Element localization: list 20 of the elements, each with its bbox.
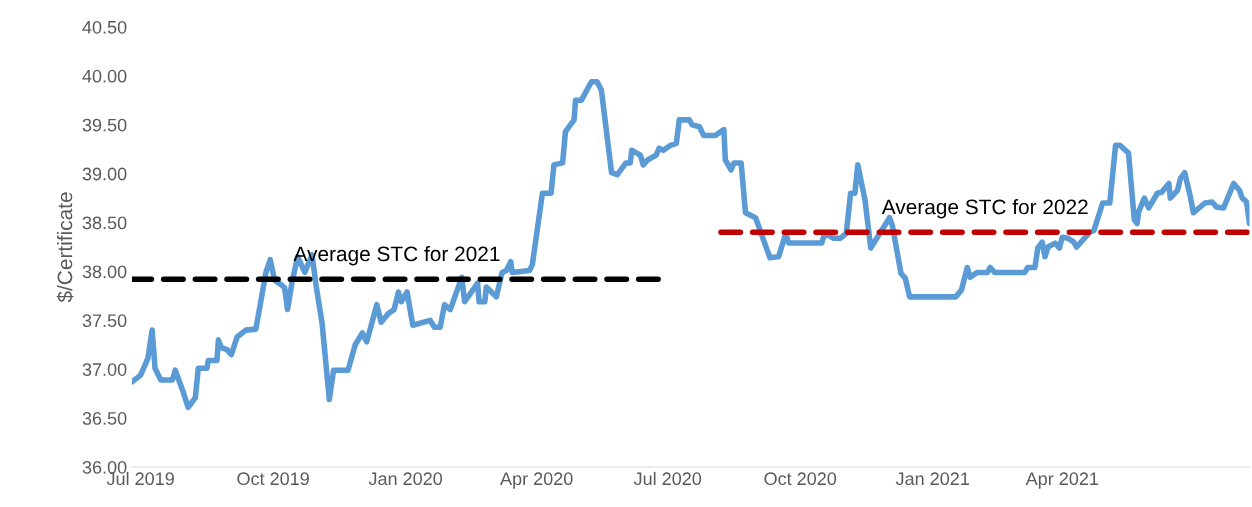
y-tick-label: 36.50 bbox=[82, 412, 127, 425]
y-tick-label: 40.00 bbox=[82, 69, 127, 83]
x-tick-label: Oct 2019 bbox=[237, 472, 309, 486]
y-tick-label: 37.00 bbox=[82, 363, 127, 376]
x-tick-label: Jul 2019 bbox=[106, 471, 174, 486]
x-tick-label: Apr 2020 bbox=[500, 472, 573, 489]
y-tick-label: 39.00 bbox=[82, 167, 127, 181]
y-tick-label: 40.50 bbox=[82, 20, 127, 34]
x-tick-label: Jan 2020 bbox=[368, 472, 443, 486]
x-tick-label: Apr 2021 bbox=[1025, 472, 1099, 489]
x-tick-label: Oct 2020 bbox=[764, 472, 837, 486]
y-tick-label: 38.00 bbox=[82, 265, 127, 279]
series-label: Average STC for 2022 bbox=[881, 199, 1088, 219]
x-tick-label: Jul 2020 bbox=[633, 471, 702, 486]
y-tick-label: 38.50 bbox=[82, 216, 127, 230]
y-tick-label: 37.50 bbox=[82, 314, 127, 328]
y-tick-label: 39.50 bbox=[82, 118, 127, 132]
y-tick-label: 36.00 bbox=[82, 460, 127, 474]
x-tick-label: Jan 2021 bbox=[895, 472, 969, 486]
y-axis-title: $/Certificate bbox=[56, 192, 74, 303]
